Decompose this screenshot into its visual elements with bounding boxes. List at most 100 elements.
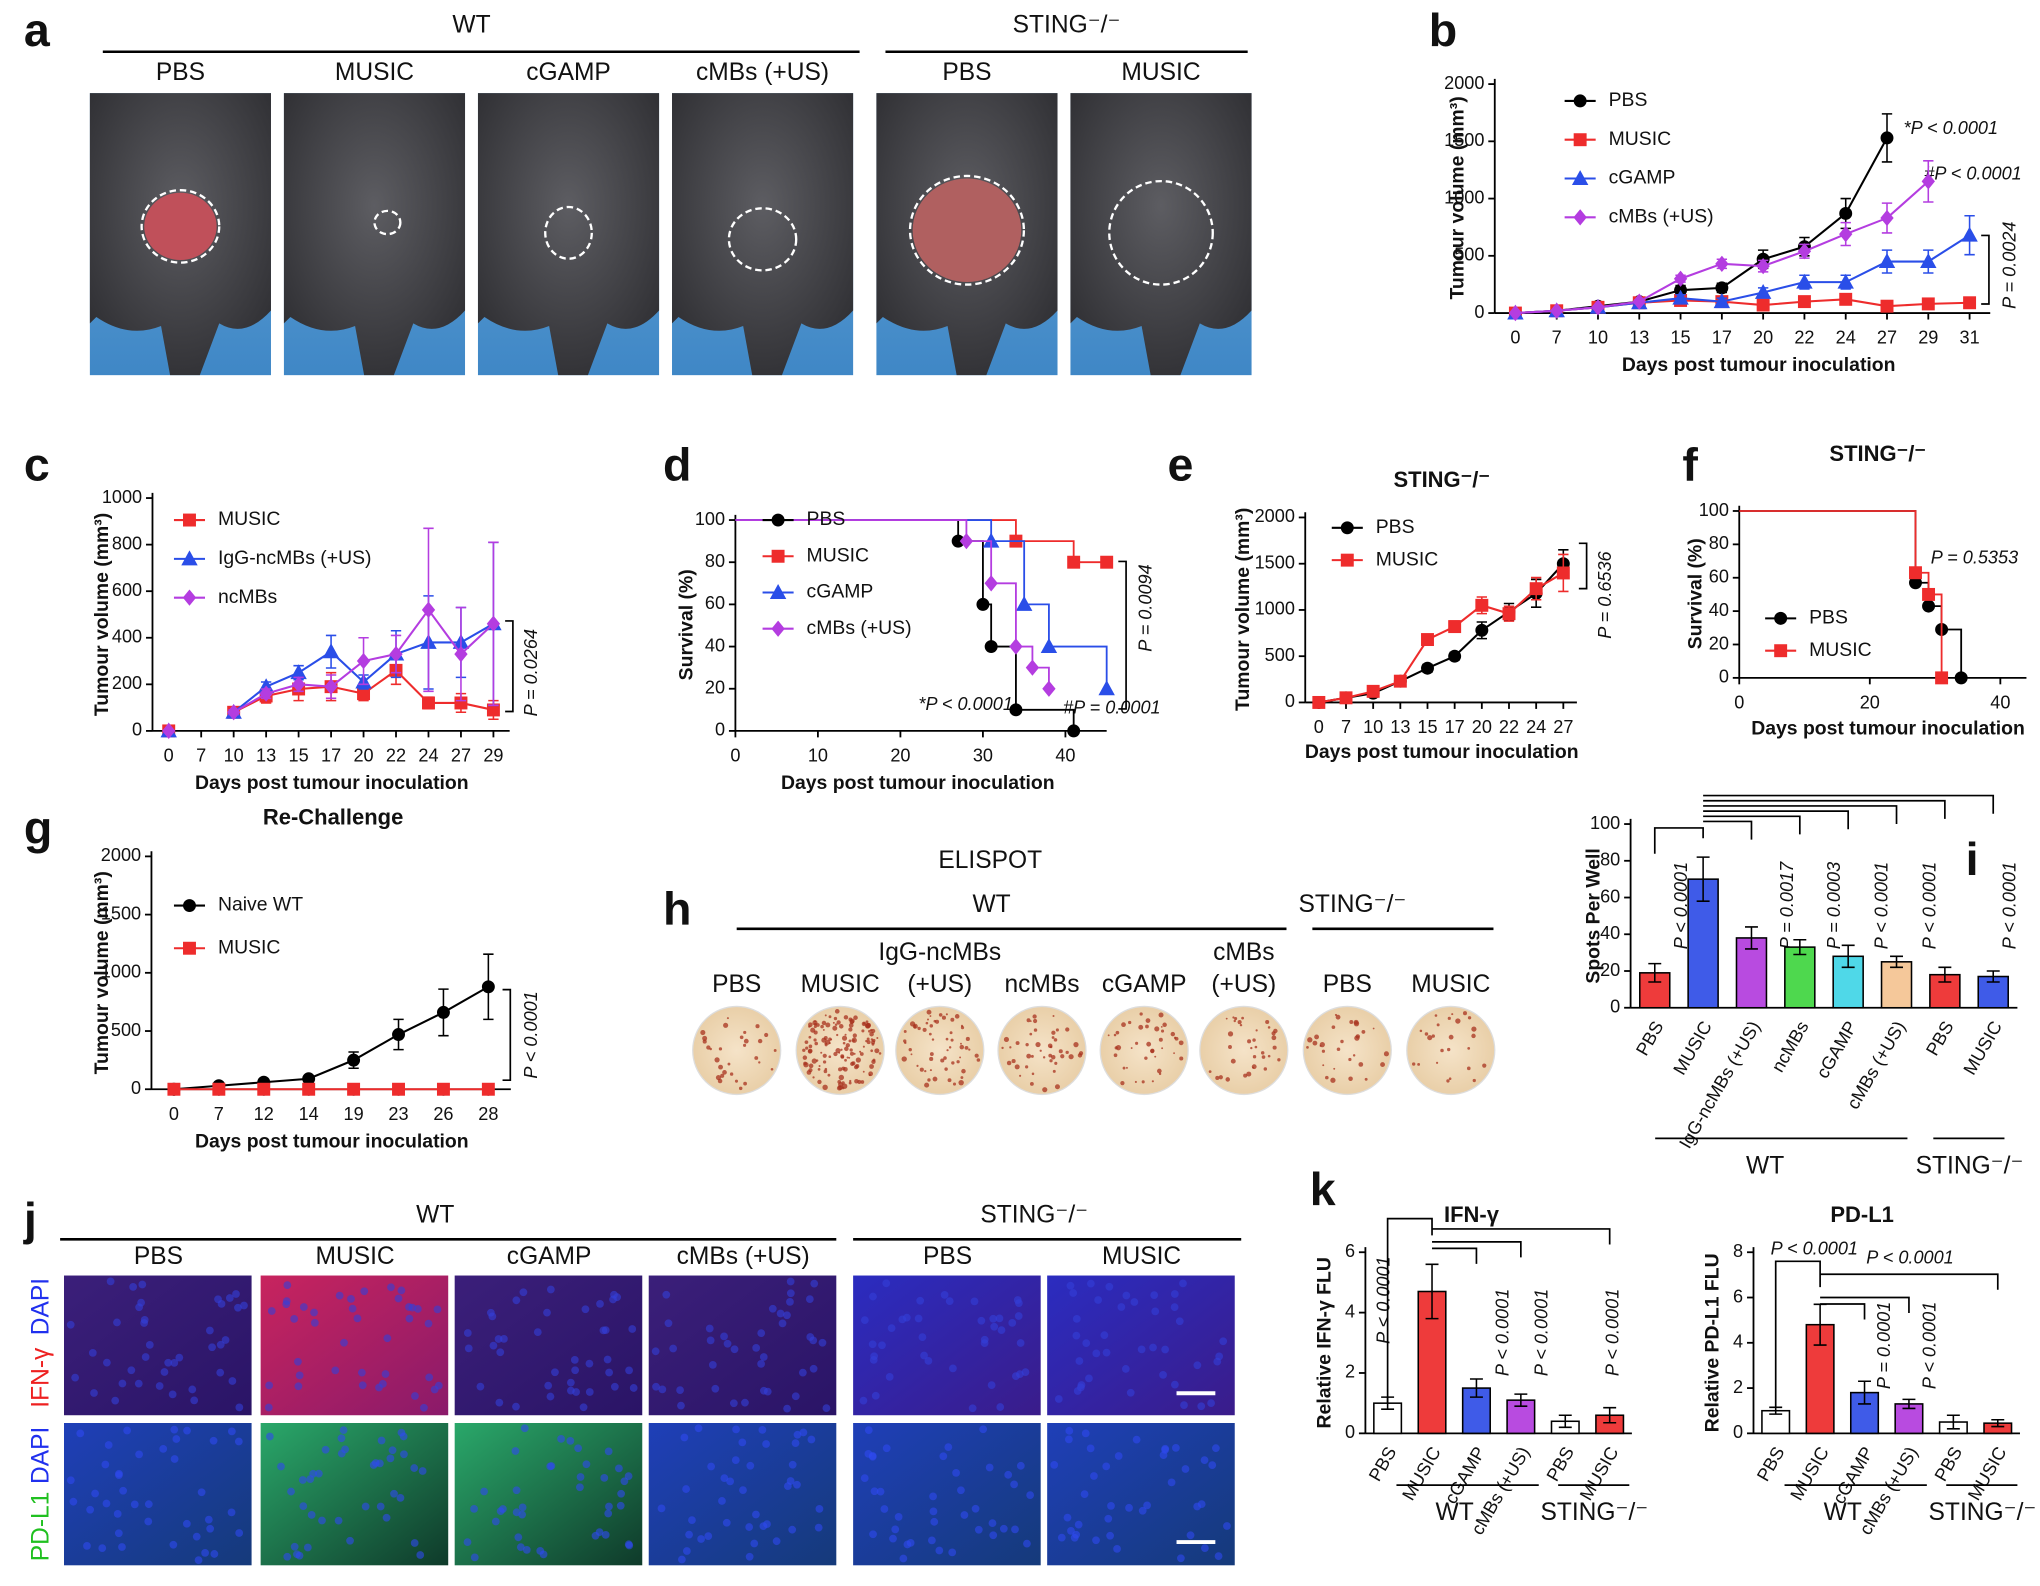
nucleus: [512, 1402, 520, 1411]
nucleus: [1138, 1506, 1147, 1515]
elispot-spot: [836, 1020, 841, 1025]
elispot-spot: [869, 1064, 874, 1069]
nucleus: [299, 1502, 308, 1511]
nucleus: [739, 1486, 747, 1495]
nucleus: [119, 1486, 128, 1495]
y-axis-label: Tumour volume (mm³): [91, 871, 113, 1074]
y-tick-label: 400: [112, 627, 142, 647]
elispot-well: [692, 1005, 782, 1096]
nucleus: [935, 1546, 944, 1555]
data-point: [1312, 695, 1326, 709]
y-tick-label: 1500: [1255, 552, 1295, 572]
elispot-spot: [802, 1055, 808, 1060]
series-line: [173, 985, 489, 1091]
nucleus: [416, 1551, 425, 1559]
nucleus: [192, 1532, 201, 1541]
nucleus: [662, 1290, 671, 1299]
elispot-spot: [1234, 1017, 1238, 1021]
group-label: STING⁻/⁻: [980, 1202, 1088, 1229]
nucleus: [685, 1530, 693, 1539]
x-tick-label: 20: [1472, 717, 1492, 737]
nucleus: [960, 1511, 969, 1519]
elispot-spot: [866, 1037, 870, 1041]
comparison-line: [1820, 1296, 1910, 1314]
p-value: *P < 0.0001: [1904, 118, 1998, 138]
nucleus: [885, 1372, 894, 1381]
nucleus: [1143, 1501, 1151, 1510]
elispot-spot: [1042, 1087, 1048, 1093]
legend-marker: [183, 513, 196, 527]
p-value: P < 0.0001: [2000, 862, 2020, 949]
elispot-spot: [1267, 1026, 1271, 1029]
elispot-spot: [714, 1057, 720, 1063]
nucleus: [604, 1509, 613, 1518]
elispot-spot: [852, 1039, 855, 1042]
y-tick-label: 1000: [101, 962, 141, 982]
elispot-spot: [813, 1030, 818, 1035]
x-tick-label: 13: [1390, 717, 1410, 737]
elispot-spot: [1252, 1055, 1257, 1059]
nucleus: [814, 1523, 823, 1532]
nucleus: [732, 1425, 740, 1434]
nucleus: [601, 1530, 610, 1539]
survival-point: [1954, 671, 1968, 685]
x-tick-label: 20: [1860, 693, 1880, 713]
legend-label: cMBs (+US): [807, 617, 912, 639]
nucleus: [1070, 1533, 1079, 1542]
x-tick-label: 13: [1629, 328, 1649, 348]
y-axis-label: Relative IFN-γ FLU: [1313, 1257, 1335, 1428]
nucleus: [388, 1446, 397, 1455]
survival-point: [1922, 587, 1936, 601]
survival-point: [1042, 680, 1056, 697]
nucleus: [489, 1341, 498, 1350]
nucleus: [793, 1480, 801, 1489]
x-tick-label: 0: [730, 746, 740, 766]
x-tick-label: 40: [1990, 693, 2010, 713]
elispot-spot: [1130, 1047, 1133, 1050]
nucleus: [868, 1340, 877, 1349]
elispot-spot: [824, 1014, 827, 1017]
elispot-spot: [828, 1015, 832, 1019]
elispot-spot: [722, 1070, 727, 1075]
legend-label: PBS: [1609, 89, 1648, 111]
bracket: [1578, 542, 1588, 590]
nucleus: [657, 1504, 666, 1513]
x-tick-label: 10: [1363, 717, 1383, 737]
y-tick-label: 0: [1345, 1422, 1355, 1442]
elispot-spot: [916, 1064, 919, 1067]
data-point: [347, 1053, 361, 1067]
elispot-spot: [1380, 1062, 1385, 1067]
y-tick-label: 0: [1719, 667, 1729, 687]
nucleus: [464, 1344, 473, 1353]
p-value: P = 0.5353: [1931, 548, 2018, 568]
nucleus: [232, 1290, 240, 1298]
panel-letter: b: [1429, 4, 1457, 56]
x-axis-label: Days post tumour inoculation: [1305, 741, 1579, 763]
nucleus: [1011, 1372, 1020, 1381]
y-tick-label: 0: [132, 720, 142, 740]
nucleus: [869, 1292, 877, 1301]
x-axis-label: Days post tumour inoculation: [781, 772, 1055, 794]
image-label: PBS: [923, 1243, 972, 1270]
elispot-spot: [946, 1049, 949, 1052]
nucleus: [1179, 1279, 1187, 1288]
nucleus: [566, 1378, 575, 1387]
x-tick-label: PBS: [1632, 1018, 1667, 1059]
y-tick-label: 200: [112, 673, 142, 693]
nucleus: [414, 1305, 422, 1313]
nucleus: [1081, 1429, 1090, 1438]
nucleus: [113, 1318, 121, 1327]
group-label: WT: [1746, 1152, 1784, 1179]
survival-point: [984, 575, 998, 592]
nucleus: [129, 1282, 137, 1291]
elispot-spot: [1179, 1056, 1184, 1061]
nucleus: [799, 1428, 808, 1437]
elispot-spot: [959, 1044, 965, 1050]
bracket: [502, 988, 512, 1082]
elispot-spot: [726, 1017, 729, 1020]
p-value: P < 0.0001: [1872, 862, 1892, 949]
nucleus: [382, 1513, 391, 1522]
x-axis-label: Days post tumour inoculation: [1622, 354, 1896, 376]
nucleus: [118, 1543, 126, 1551]
elispot-spot: [1042, 1056, 1046, 1059]
